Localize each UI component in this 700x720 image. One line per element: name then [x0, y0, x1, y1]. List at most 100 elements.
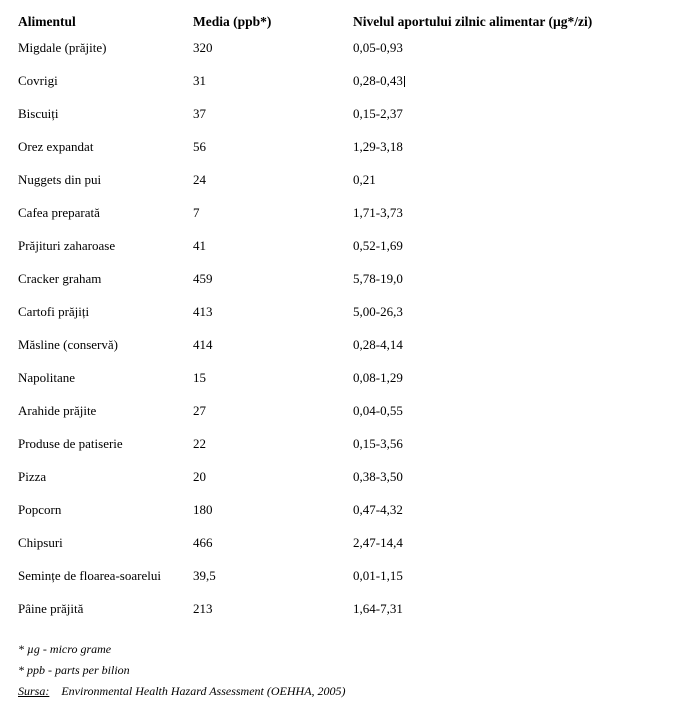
cell-media: 27	[193, 403, 353, 436]
cell-media: 24	[193, 172, 353, 205]
intake-value: 2,47-14,4	[353, 535, 403, 550]
cell-food: Popcorn	[18, 502, 193, 535]
cell-intake: 0,01-1,15	[353, 568, 682, 601]
cell-intake: 0,15-3,56	[353, 436, 682, 469]
cell-food: Napolitane	[18, 370, 193, 403]
cell-food: Arahide prăjite	[18, 403, 193, 436]
table-body: Migdale (prăjite)3200,05-0,93Covrigi310,…	[18, 40, 682, 634]
cell-intake: 0,21	[353, 172, 682, 205]
intake-value: 0,04-0,55	[353, 403, 403, 418]
col-header-food: Alimentul	[18, 12, 193, 40]
cell-media: 459	[193, 271, 353, 304]
intake-value: 5,78-19,0	[353, 271, 403, 286]
intake-value: 0,38-3,50	[353, 469, 403, 484]
cell-intake: 1,71-3,73	[353, 205, 682, 238]
cell-media: 7	[193, 205, 353, 238]
cell-intake: 5,78-19,0	[353, 271, 682, 304]
cell-food: Nuggets din pui	[18, 172, 193, 205]
intake-value: 1,29-3,18	[353, 139, 403, 154]
cell-intake: 0,04-0,55	[353, 403, 682, 436]
cell-media: 37	[193, 106, 353, 139]
table-row: Napolitane150,08-1,29	[18, 370, 682, 403]
col-header-media: Media (ppb*)	[193, 12, 353, 40]
cell-media: 413	[193, 304, 353, 337]
table-row: Orez expandat561,29-3,18	[18, 139, 682, 172]
footnote-microgram: * µg - micro grame	[18, 640, 682, 659]
text-caret-icon	[404, 76, 405, 87]
table-row: Nuggets din pui240,21	[18, 172, 682, 205]
intake-value: 5,00-26,3	[353, 304, 403, 319]
cell-food: Chipsuri	[18, 535, 193, 568]
intake-value: 0,08-1,29	[353, 370, 403, 385]
table-row: Cracker graham4595,78-19,0	[18, 271, 682, 304]
table-row: Covrigi310,28-0,43	[18, 73, 682, 106]
intake-value: 1,64-7,31	[353, 601, 403, 616]
cell-media: 180	[193, 502, 353, 535]
cell-intake: 1,64-7,31	[353, 601, 682, 634]
cell-media: 56	[193, 139, 353, 172]
cell-media: 31	[193, 73, 353, 106]
cell-food: Prăjituri zaharoase	[18, 238, 193, 271]
cell-food: Semințe de floarea-soarelui	[18, 568, 193, 601]
cell-intake: 0,47-4,32	[353, 502, 682, 535]
cell-intake: 0,28-0,43	[353, 73, 682, 106]
cell-food: Covrigi	[18, 73, 193, 106]
cell-media: 213	[193, 601, 353, 634]
cell-intake: 0,15-2,37	[353, 106, 682, 139]
col-header-intake: Nivelul aportului zilnic alimentar (µg*/…	[353, 12, 682, 40]
cell-media: 466	[193, 535, 353, 568]
cell-media: 15	[193, 370, 353, 403]
cell-food: Pâine prăjită	[18, 601, 193, 634]
intake-value: 0,28-0,43	[353, 73, 403, 88]
cell-intake: 0,05-0,93	[353, 40, 682, 73]
page: Alimentul Media (ppb*) Nivelul aportului…	[0, 0, 700, 720]
cell-media: 39,5	[193, 568, 353, 601]
source-text: Environmental Health Hazard Assessment (…	[61, 684, 345, 698]
cell-intake: 1,29-3,18	[353, 139, 682, 172]
cell-media: 320	[193, 40, 353, 73]
intake-value: 1,71-3,73	[353, 205, 403, 220]
cell-intake: 0,08-1,29	[353, 370, 682, 403]
cell-food: Cartofi prăjiți	[18, 304, 193, 337]
cell-media: 41	[193, 238, 353, 271]
table-row: Măsline (conservă)4140,28-4,14	[18, 337, 682, 370]
cell-intake: 5,00-26,3	[353, 304, 682, 337]
cell-media: 22	[193, 436, 353, 469]
table-row: Biscuiți370,15-2,37	[18, 106, 682, 139]
table-row: Popcorn1800,47-4,32	[18, 502, 682, 535]
cell-media: 20	[193, 469, 353, 502]
table-row: Cartofi prăjiți4135,00-26,3	[18, 304, 682, 337]
cell-food: Cafea preparată	[18, 205, 193, 238]
intake-value: 0,52-1,69	[353, 238, 403, 253]
intake-value: 0,47-4,32	[353, 502, 403, 517]
cell-intake: 0,52-1,69	[353, 238, 682, 271]
intake-value: 0,28-4,14	[353, 337, 403, 352]
footnote-source: Sursa: Environmental Health Hazard Asses…	[18, 682, 682, 701]
cell-food: Produse de patiserie	[18, 436, 193, 469]
cell-food: Migdale (prăjite)	[18, 40, 193, 73]
intake-value: 0,15-3,56	[353, 436, 403, 451]
table-row: Pâine prăjită2131,64-7,31	[18, 601, 682, 634]
intake-value: 0,01-1,15	[353, 568, 403, 583]
cell-media: 414	[193, 337, 353, 370]
table-row: Arahide prăjite270,04-0,55	[18, 403, 682, 436]
table-row: Pizza200,38-3,50	[18, 469, 682, 502]
cell-food: Măsline (conservă)	[18, 337, 193, 370]
table-row: Chipsuri4662,47-14,4	[18, 535, 682, 568]
cell-intake: 2,47-14,4	[353, 535, 682, 568]
cell-food: Orez expandat	[18, 139, 193, 172]
table-row: Cafea preparată71,71-3,73	[18, 205, 682, 238]
cell-intake: 0,38-3,50	[353, 469, 682, 502]
cell-food: Biscuiți	[18, 106, 193, 139]
footnotes: * µg - micro grame * ppb - parts per bil…	[18, 640, 682, 702]
table-row: Semințe de floarea-soarelui39,50,01-1,15	[18, 568, 682, 601]
intake-value: 0,05-0,93	[353, 40, 403, 55]
cell-food: Cracker graham	[18, 271, 193, 304]
table-row: Migdale (prăjite)3200,05-0,93	[18, 40, 682, 73]
table-header: Alimentul Media (ppb*) Nivelul aportului…	[18, 12, 682, 40]
cell-food: Pizza	[18, 469, 193, 502]
table-row: Prăjituri zaharoase410,52-1,69	[18, 238, 682, 271]
footnote-ppb: * ppb - parts per bilion	[18, 661, 682, 680]
food-data-table: Alimentul Media (ppb*) Nivelul aportului…	[18, 12, 682, 634]
intake-value: 0,21	[353, 172, 376, 187]
